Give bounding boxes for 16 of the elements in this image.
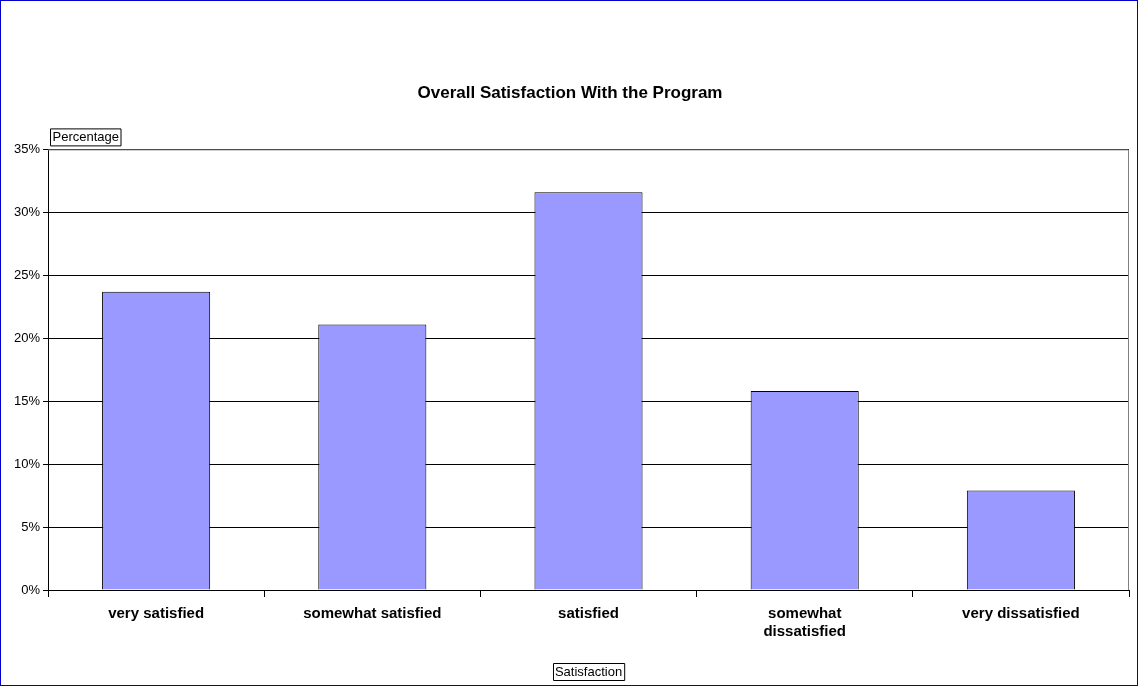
x-tick-label: very dissatisfied [962, 604, 1080, 622]
x-tick-label: satisfied [558, 604, 619, 622]
x-tick-label: somewhat satisfied [303, 604, 442, 622]
y-tick-label: 15% [13, 392, 41, 408]
y-axis-title: Percentage [52, 128, 120, 144]
y-tick-label: 5% [21, 518, 41, 534]
y-tick-label: 25% [13, 266, 41, 282]
x-axis-title: Satisfaction [554, 663, 623, 679]
x-tick-label: somewhat dissatisfied [763, 604, 846, 640]
y-tick-label: 35% [13, 140, 41, 156]
y-tick-label: 20% [13, 329, 41, 345]
x-tick-label: very satisfied [108, 604, 205, 622]
y-tick-label: 10% [13, 455, 41, 471]
chart-title: Overall Satisfaction With the Program [417, 82, 723, 102]
y-tick-label: 30% [13, 203, 41, 219]
y-tick-label: 0% [21, 581, 41, 597]
